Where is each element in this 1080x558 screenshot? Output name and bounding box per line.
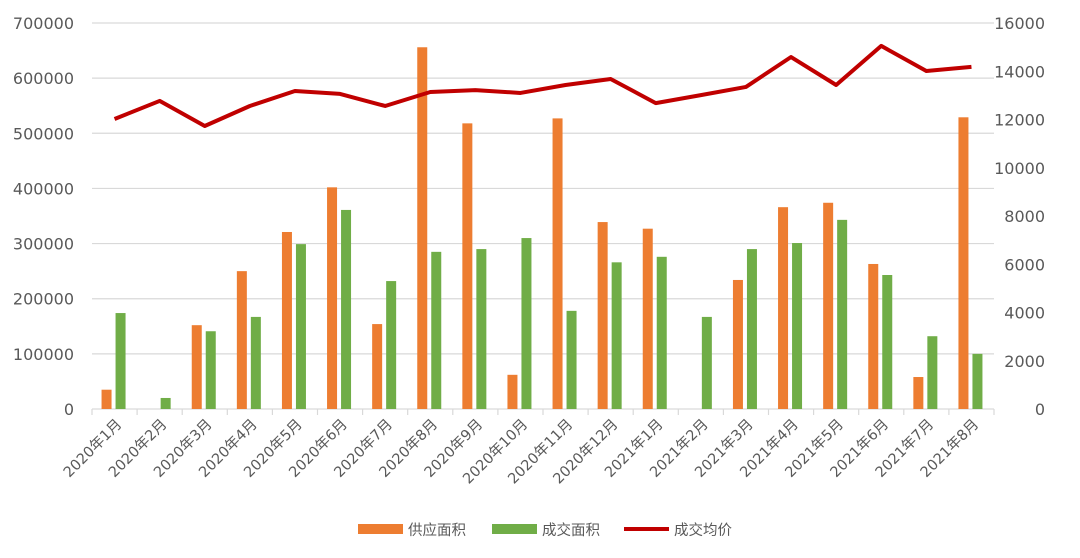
y-right-tick-label: 14000 (994, 62, 1045, 81)
legend-item: 成交均价 (624, 521, 732, 539)
bar-transaction (161, 398, 171, 409)
y-right-tick-label: 0 (1035, 400, 1045, 419)
bar-transaction (431, 252, 441, 409)
bar-supply (643, 229, 653, 409)
legend-label: 成交均价 (674, 521, 732, 539)
bar-supply (733, 280, 743, 409)
bar-supply (507, 375, 517, 409)
y-left-tick-label: 500000 (13, 124, 74, 143)
y-right-tick-label: 16000 (994, 14, 1045, 33)
bar-transaction (206, 331, 216, 409)
legend-swatch (492, 524, 537, 534)
bar-supply (958, 117, 968, 409)
bar-supply (553, 118, 563, 409)
y-left-tick-label: 700000 (13, 14, 74, 33)
bar-transaction (567, 311, 577, 409)
y-right-tick-label: 8000 (1004, 207, 1045, 226)
y-right-tick-label: 10000 (994, 159, 1045, 178)
bar-supply (913, 377, 923, 409)
bar-transaction (657, 257, 667, 409)
bar-transaction (521, 238, 531, 409)
bar-supply (417, 47, 427, 409)
bar-transaction (251, 317, 261, 409)
legend-swatch (358, 524, 403, 534)
bar-transaction (882, 275, 892, 409)
y-left-tick-label: 400000 (13, 179, 74, 198)
bar-supply (282, 232, 292, 409)
y-right-tick-label: 2000 (1004, 352, 1045, 371)
y-left-tick-label: 200000 (13, 290, 74, 309)
bar-supply (598, 222, 608, 409)
legend-item: 供应面积 (358, 521, 466, 539)
bar-transaction (792, 243, 802, 409)
bar-supply (823, 203, 833, 409)
bar-supply (192, 325, 202, 409)
bar-transaction (116, 313, 126, 409)
legend-label: 成交面积 (542, 521, 600, 539)
bar-supply (372, 324, 382, 409)
bar-supply (327, 187, 337, 409)
legend-label: 供应面积 (408, 521, 466, 539)
bar-supply (237, 271, 247, 409)
legend-item: 成交面积 (492, 521, 600, 539)
bar-supply (102, 390, 112, 409)
bar-transaction (702, 317, 712, 409)
bar-supply (462, 123, 472, 409)
bar-supply (778, 207, 788, 409)
bar-transaction (341, 210, 351, 409)
y-left-tick-label: 300000 (13, 235, 74, 254)
y-left-tick-label: 0 (64, 400, 74, 419)
bar-transaction (972, 354, 982, 409)
bar-transaction (386, 281, 396, 409)
bar-transaction (927, 336, 937, 409)
price-line (115, 46, 972, 126)
y-right-tick-label: 6000 (1004, 255, 1045, 274)
bar-transaction (476, 249, 486, 409)
bar-transaction (747, 249, 757, 409)
y-left-tick-label: 600000 (13, 69, 74, 88)
bar-transaction (612, 262, 622, 409)
bar-supply (868, 264, 878, 409)
bar-transaction (837, 220, 847, 409)
y-left-tick-label: 100000 (13, 345, 74, 364)
bar-transaction (296, 244, 306, 409)
y-right-tick-label: 4000 (1004, 304, 1045, 323)
y-right-tick-label: 12000 (994, 111, 1045, 130)
